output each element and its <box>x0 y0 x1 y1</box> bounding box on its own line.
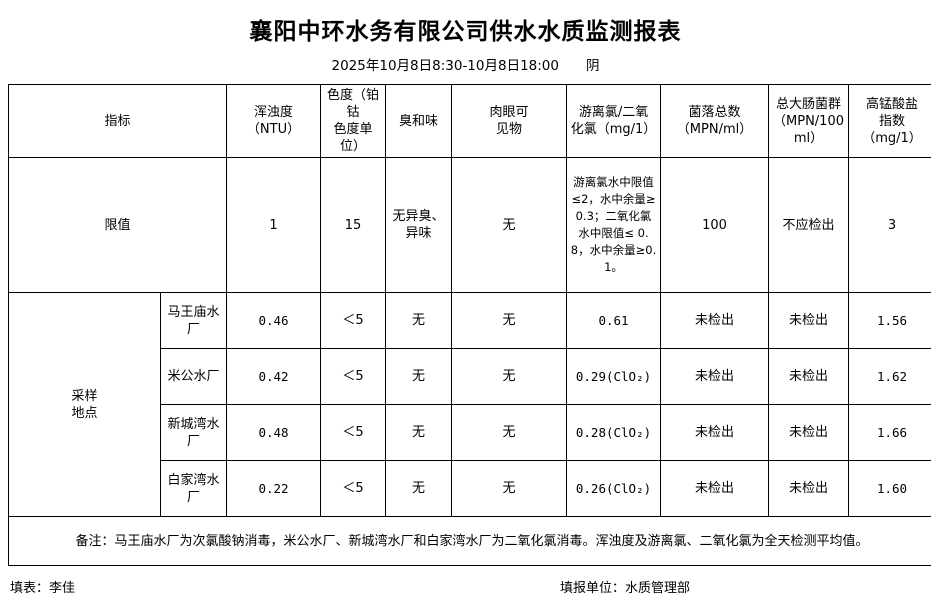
report-page: 襄阳中环水务有限公司供水水质监测报表 2025年10月8日8:30-10月8日1… <box>0 0 931 523</box>
sample-location-label: 采样地点 <box>9 293 161 517</box>
cell-turbidity: 0.46 <box>227 293 321 349</box>
cell-visible-matter: 无 <box>452 405 567 461</box>
cell-odor: 无 <box>386 405 452 461</box>
cell-turbidity: 0.42 <box>227 349 321 405</box>
limit-chlorine: 游离氯水中限值 ≤2，水中余量≥0.3；二氧化氯水中限值≤ 0.8，水中余量≥0… <box>567 158 661 293</box>
site-name: 新城湾水厂 <box>161 405 227 461</box>
header-total-coliform: 总大肠菌群（MPN/100ml） <box>769 85 849 158</box>
water-quality-table: 指标 浑浊度（NTU） 色度（铂钴色度单位） 臭和味 肉眼可见物 游离氯/二氧化… <box>8 84 931 566</box>
cell-chroma: ＜5 <box>321 461 386 517</box>
limit-label: 限值 <box>9 158 227 293</box>
cell-total-coliform: 未检出 <box>769 293 849 349</box>
cell-permanganate-index: 1.66 <box>849 405 931 461</box>
cell-chroma: ＜5 <box>321 349 386 405</box>
page-title: 襄阳中环水务有限公司供水水质监测报表 <box>0 0 931 47</box>
cell-bacteria-count: 未检出 <box>661 461 769 517</box>
footer-department: 填报单位：水质管理部 <box>560 577 690 596</box>
report-period-subtitle: 2025年10月8日8:30-10月8日18:00 阴 <box>0 47 931 84</box>
cell-visible-matter: 无 <box>452 293 567 349</box>
cell-odor: 无 <box>386 293 452 349</box>
limit-visible-matter: 无 <box>452 158 567 293</box>
note-row: 备注：马王庙水厂为次氯酸钠消毒，米公水厂、新城湾水厂和白家湾水厂为二氧化氯消毒。… <box>9 517 931 566</box>
header-chlorine: 游离氯/二氧化氯（mg/1） <box>567 85 661 158</box>
header-indicator: 指标 <box>9 85 227 158</box>
cell-turbidity: 0.48 <box>227 405 321 461</box>
cell-bacteria-count: 未检出 <box>661 293 769 349</box>
limit-turbidity: 1 <box>227 158 321 293</box>
limit-total-coliform: 不应检出 <box>769 158 849 293</box>
cell-total-coliform: 未检出 <box>769 461 849 517</box>
site-name: 米公水厂 <box>161 349 227 405</box>
table-container: 指标 浑浊度（NTU） 色度（铂钴色度单位） 臭和味 肉眼可见物 游离氯/二氧化… <box>0 84 931 566</box>
limit-chroma: 15 <box>321 158 386 293</box>
header-permanganate-index: 高锰酸盐指数（mg/1） <box>849 85 931 158</box>
cell-chroma: ＜5 <box>321 405 386 461</box>
cell-permanganate-index: 1.62 <box>849 349 931 405</box>
header-odor: 臭和味 <box>386 85 452 158</box>
cell-bacteria-count: 未检出 <box>661 405 769 461</box>
table-note: 备注：马王庙水厂为次氯酸钠消毒，米公水厂、新城湾水厂和白家湾水厂为二氧化氯消毒。… <box>9 517 931 566</box>
table-header-row: 指标 浑浊度（NTU） 色度（铂钴色度单位） 臭和味 肉眼可见物 游离氯/二氧化… <box>9 85 931 158</box>
cell-odor: 无 <box>386 461 452 517</box>
cell-chlorine: 0.61 <box>567 293 661 349</box>
cell-total-coliform: 未检出 <box>769 349 849 405</box>
site-name: 马王庙水厂 <box>161 293 227 349</box>
table-row: 采样地点 马王庙水厂 0.46 ＜5 无 无 0.61 未检出 未检出 1.56… <box>9 293 931 349</box>
header-visible-matter: 肉眼可见物 <box>452 85 567 158</box>
header-chroma: 色度（铂钴色度单位） <box>321 85 386 158</box>
report-footer: 填表：李佳 填报单位：水质管理部 <box>0 566 931 599</box>
limit-permanganate-index: 3 <box>849 158 931 293</box>
cell-chlorine: 0.29(ClO₂) <box>567 349 661 405</box>
limit-bacteria-count: 100 <box>661 158 769 293</box>
cell-chlorine: 0.28(ClO₂) <box>567 405 661 461</box>
cell-permanganate-index: 1.56 <box>849 293 931 349</box>
cell-visible-matter: 无 <box>452 349 567 405</box>
cell-permanganate-index: 1.60 <box>849 461 931 517</box>
site-name: 白家湾水厂 <box>161 461 227 517</box>
cell-chroma: ＜5 <box>321 293 386 349</box>
footer-filler: 填表：李佳 <box>10 577 75 596</box>
cell-bacteria-count: 未检出 <box>661 349 769 405</box>
limit-value-row: 限值 1 15 无异臭、异味 无 游离氯水中限值 ≤2，水中余量≥0.3；二氧化… <box>9 158 931 293</box>
cell-turbidity: 0.22 <box>227 461 321 517</box>
cell-odor: 无 <box>386 349 452 405</box>
header-turbidity: 浑浊度（NTU） <box>227 85 321 158</box>
cell-visible-matter: 无 <box>452 461 567 517</box>
cell-chlorine: 0.26(ClO₂) <box>567 461 661 517</box>
header-bacteria-count: 菌落总数（MPN/ml） <box>661 85 769 158</box>
cell-total-coliform: 未检出 <box>769 405 849 461</box>
limit-odor: 无异臭、异味 <box>386 158 452 293</box>
